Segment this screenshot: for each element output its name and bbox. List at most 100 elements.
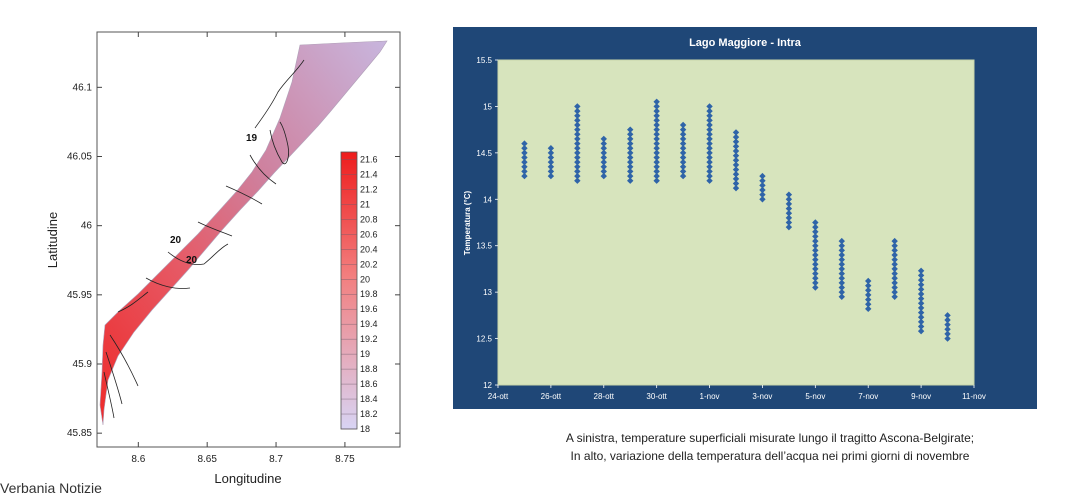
plot-area: [497, 59, 975, 386]
chart-xtick-label: 9-nov: [911, 392, 931, 401]
data-point: [944, 335, 951, 342]
data-point: [785, 210, 793, 217]
map-xtick-label: 8.7: [269, 454, 283, 465]
chart-xtick-label: 1-nov: [700, 392, 720, 401]
data-point: [732, 133, 740, 141]
data-point: [917, 276, 925, 284]
colorbar-label: 19.2: [360, 334, 378, 344]
data-point: [679, 140, 687, 147]
colorbar-label: 19.4: [360, 319, 378, 329]
data-point: [732, 166, 740, 173]
data-point: [759, 172, 766, 180]
data-point: [732, 152, 740, 159]
chart-ytick-label: 14: [483, 195, 492, 204]
data-point: [917, 300, 925, 307]
data-point: [732, 184, 740, 192]
colorbar-label: 19.6: [360, 304, 378, 314]
data-point: [944, 316, 951, 324]
colorbar-label: 18: [360, 424, 370, 434]
chart-yticks: 15.5 15 14.5 14 13.5 13 12.5 12: [476, 56, 498, 390]
data-point: [944, 312, 951, 319]
data-point: [944, 326, 951, 333]
chart-ylabel: Temperatura (°C): [463, 190, 472, 255]
data-point: [917, 267, 925, 274]
data-point: [706, 140, 713, 147]
colorbar-label: 19: [360, 349, 370, 359]
data-point: [759, 186, 766, 194]
chart-xtick-label: 30-ott: [646, 392, 667, 401]
map-ytick-label: 45.95: [67, 290, 92, 301]
data-point: [521, 140, 528, 147]
data-point: [706, 177, 713, 184]
data-point: [706, 112, 713, 119]
chart-ytick-label: 12: [483, 381, 492, 390]
data-point: [785, 205, 793, 212]
data-point: [944, 321, 951, 328]
colorbar-label: 20.8: [360, 214, 378, 224]
data-point: [785, 200, 793, 208]
data-point: [917, 314, 925, 321]
data-point: [917, 304, 925, 312]
colorbar-label: 20: [360, 274, 370, 284]
source-label: Verbania Notizie: [0, 480, 102, 496]
data-point: [521, 154, 528, 161]
chart-ytick-label: 15.5: [476, 56, 492, 65]
data-point: [600, 158, 607, 166]
data-point: [785, 196, 793, 203]
data-point: [679, 135, 687, 143]
data-point: [732, 129, 740, 136]
data-point: [706, 154, 713, 161]
data-point: [785, 214, 793, 222]
data-point: [521, 145, 528, 152]
chart-ytick-label: 15: [483, 102, 492, 111]
data-point: [759, 182, 766, 189]
map-ytick-label: 45.85: [67, 428, 92, 439]
colorbar-ticks: 21.6 21.4 21.2 21 20.8 20.6 20.4 20.2 20 19.8 19.6…: [341, 154, 378, 434]
contour-label-20a: 20: [170, 235, 182, 246]
data-point: [706, 103, 713, 110]
chart-xtick-label: 3-nov: [752, 392, 772, 401]
data-point: [706, 158, 713, 166]
colorbar: [340, 151, 358, 430]
data-point: [706, 131, 713, 138]
data-point: [706, 145, 713, 152]
chart-xtick-label: 28-ott: [594, 392, 615, 401]
data-point: [732, 161, 740, 169]
colorbar-label: 18.2: [360, 409, 378, 419]
contour-label-20b: 20: [186, 255, 198, 266]
chart-ytick-label: 13: [483, 288, 492, 297]
caption-line-2: In alto, variazione della temperatura de…: [570, 449, 970, 463]
data-point: [706, 117, 713, 124]
data-point: [917, 309, 925, 316]
data-point: [627, 158, 634, 166]
chart-xtick-label: 11-nov: [962, 392, 986, 401]
data-point: [706, 172, 713, 180]
map-xtick-label: 8.75: [335, 454, 355, 465]
data-point: [917, 323, 925, 330]
data-point: [785, 191, 793, 198]
data-point: [732, 138, 740, 145]
data-point: [759, 191, 766, 198]
map-ytick-label: 46.05: [67, 152, 92, 163]
contour-lines: [103, 59, 305, 419]
data-point: [944, 330, 951, 338]
data-point: [917, 290, 925, 298]
colorbar-label: 20.2: [360, 259, 378, 269]
data-point: [732, 157, 740, 164]
data-point: [732, 175, 740, 183]
data-point: [679, 172, 687, 180]
data-point: [785, 223, 793, 231]
data-point: [521, 163, 528, 170]
data-point: [706, 149, 713, 157]
chart-ytick-label: 14.5: [476, 149, 492, 158]
colorbar-label: 19.8: [360, 289, 378, 299]
chart-xtick-label: 5-nov: [805, 392, 825, 401]
data-point: [706, 107, 713, 115]
chart-ytick-label: 13.5: [476, 242, 492, 251]
temperature-chart: Lago Maggiore - Intra Temperatura (°C) 1…: [453, 27, 1037, 409]
data-point: [706, 168, 713, 175]
map-xlabel: Longitudine: [214, 471, 281, 486]
map-ytick-label: 46.1: [73, 82, 93, 93]
colorbar-label: 21.4: [360, 169, 378, 179]
chart-xtick-label: 7-nov: [858, 392, 878, 401]
